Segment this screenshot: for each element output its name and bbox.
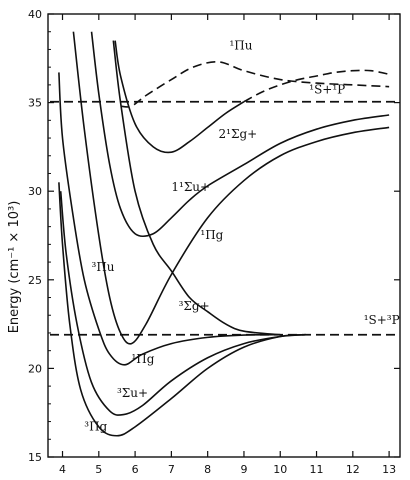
y-tick-label: 40 — [28, 8, 42, 21]
potential-curves — [58, 31, 390, 437]
curve-line — [112, 40, 281, 336]
curve-label: ¹Πu — [229, 38, 252, 52]
curve-line — [72, 31, 390, 345]
curve-label: ¹Πg — [200, 228, 223, 242]
curve-label: 2¹Σg+ — [219, 127, 258, 141]
curve-label: ¹S+¹P — [309, 83, 345, 97]
asymptote-lines — [50, 100, 398, 336]
curve-line — [120, 60, 390, 108]
curve-line — [90, 31, 390, 238]
plot-frame — [47, 13, 401, 458]
x-tick-label: 4 — [59, 463, 66, 476]
x-tick-label: 12 — [346, 463, 360, 476]
axis-ticks: 4 5 6 7 8 9 10 11 12 13 15 20 25 30 35 40 — [28, 8, 400, 476]
x-tick-label: 9 — [240, 463, 247, 476]
y-tick-label: 35 — [28, 97, 42, 110]
curve-label: ³Σg+ — [179, 299, 210, 313]
curve-label: ³Σu+ — [117, 386, 148, 400]
x-tick-label: 5 — [95, 463, 102, 476]
y-tick-label: 30 — [28, 185, 42, 198]
curve-label: ³Πg — [84, 419, 107, 433]
y-tick-label: 15 — [28, 451, 42, 464]
x-tick-label: 7 — [168, 463, 175, 476]
x-tick-label: 11 — [310, 463, 324, 476]
x-tick-label: 8 — [204, 463, 211, 476]
curve-line — [58, 72, 281, 366]
curve-annotations: ¹Πu ¹S+¹P 2¹Σg+ 1¹Σu+ ¹Πg ³Πu ³Σg+ ¹S+³P ¹Πg ³Σu+… — [84, 38, 399, 433]
y-tick-label: 20 — [28, 362, 42, 375]
x-tick-label: 10 — [273, 463, 287, 476]
curve-label: ¹S+³P — [364, 313, 400, 327]
x-tick-label: 13 — [382, 463, 396, 476]
curve-line — [59, 191, 306, 416]
curve-label: ³Πu — [92, 260, 115, 274]
x-tick-label: 6 — [132, 463, 139, 476]
curve-label: 1¹Σu+ — [171, 180, 210, 194]
curve-line — [58, 182, 306, 437]
curve-label: ¹Πg — [131, 352, 154, 366]
curve-line — [243, 69, 390, 103]
y-axis-label: Energy (cm⁻¹ × 10³) — [7, 201, 22, 334]
curve-line — [114, 40, 245, 154]
plot-border — [47, 13, 401, 458]
y-tick-label: 25 — [28, 274, 42, 287]
